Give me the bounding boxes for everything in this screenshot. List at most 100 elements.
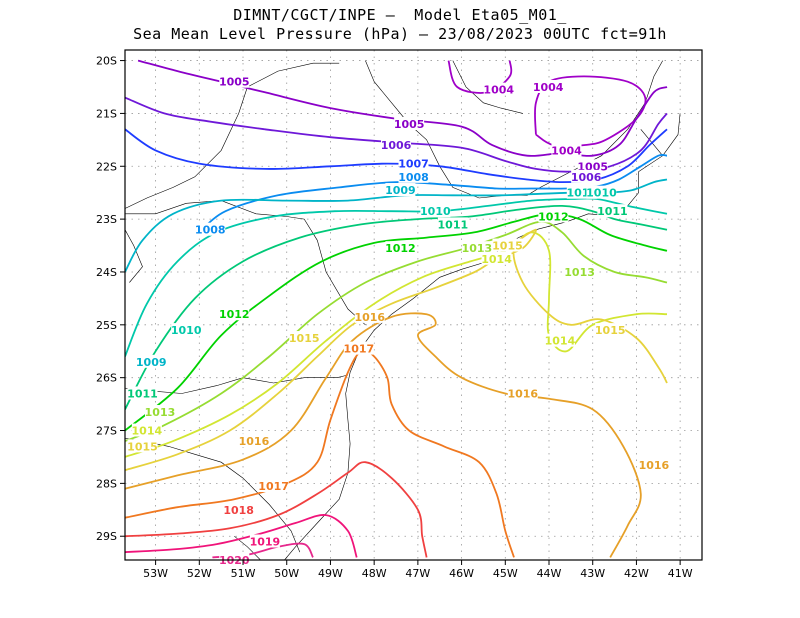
isobar-label: 1010 [586, 187, 617, 200]
isobar-label-bg [586, 185, 617, 199]
isobar-label: 1008 [398, 171, 429, 184]
isobar-label-bg [289, 331, 320, 345]
isobar-label-bg [343, 341, 374, 355]
isobar-label: 1014 [545, 335, 576, 348]
isobar-line [198, 154, 668, 234]
isobar-label-bg [127, 439, 158, 453]
isobar-label-bg [538, 209, 569, 223]
lon-tick-label: 45W [493, 567, 518, 580]
lon-tick-label: 49W [318, 567, 343, 580]
lon-tick-label: 46W [449, 567, 474, 580]
isobar-label: 1009 [385, 184, 416, 197]
isobar-label: 1013 [564, 266, 595, 279]
lon-tick-label: 47W [405, 567, 430, 580]
isobar-label-bg [461, 241, 492, 255]
isobar-label: 1010 [171, 324, 202, 337]
isobar-label: 1016 [239, 435, 270, 448]
isobar-label-bg [223, 502, 254, 516]
isobar-label-bg [533, 79, 564, 93]
lon-tick-label: 51W [231, 567, 256, 580]
isobar-label: 1013 [145, 406, 176, 419]
isobar-label: 1011 [438, 218, 469, 231]
isobar-label-bg [595, 323, 626, 337]
isobar-line [125, 96, 668, 173]
isobar-label-bg [249, 534, 280, 548]
isobar-label: 1011 [597, 205, 628, 218]
lat-tick-label: 27S [96, 425, 117, 438]
isobar-label-bg [354, 309, 385, 323]
isobar-label: 1008 [195, 224, 226, 237]
isobar-label: 1005 [219, 76, 250, 89]
lat-tick-label: 22S [96, 160, 117, 173]
isobar-label: 1006 [381, 139, 412, 152]
isobar-label: 1006 [571, 171, 602, 184]
border-line [640, 129, 663, 156]
isobar-line [125, 514, 358, 558]
isobar-label: 1017 [344, 343, 375, 356]
lon-tick-label: 48W [362, 567, 387, 580]
isobar-label: 1010 [420, 205, 451, 218]
lon-tick-label: 43W [580, 567, 605, 580]
isobar-label: 1016 [507, 388, 538, 401]
isobar-label-bg [195, 222, 226, 236]
chart-title-line1: DIMNT/CGCT/INPE – Model Eta05_M01_ [233, 6, 567, 24]
isobar-label: 1014 [481, 253, 512, 266]
isobar-label-bg [385, 241, 416, 255]
border-line [125, 200, 366, 326]
isobar-label-bg [394, 116, 425, 130]
border-line [125, 229, 143, 283]
isobar-label: 1015 [492, 240, 523, 253]
border-line [452, 60, 523, 114]
isobar-label: 1016 [639, 459, 670, 472]
isobar-label: 1019 [250, 536, 281, 549]
lon-tick-label: 52W [187, 567, 212, 580]
isobar-label: 1012 [385, 242, 416, 255]
isobar-label-bg [398, 169, 429, 183]
isobar-label-bg [219, 307, 250, 321]
isobar-label: 1015 [289, 332, 320, 345]
isobar-line [125, 312, 642, 558]
isobar-label-bg [577, 159, 608, 173]
isobar-label-bg [638, 457, 669, 471]
isobar-label-bg [492, 238, 523, 252]
isobar-label-bg [258, 479, 289, 493]
lon-tick-label: 50W [274, 567, 299, 580]
isobar-label-bg [483, 82, 514, 96]
isobar-label: 1018 [223, 504, 254, 517]
map-axes: 53W 52W 51W 50W 49W 48W 47W 46W 45W 44W 43W 42W 41W 2… [96, 55, 693, 580]
isobar-label-bg [144, 405, 175, 419]
isobar-line [125, 461, 428, 558]
border-line [284, 113, 681, 560]
isobar-label-bg [544, 333, 575, 347]
isobar-label-bg [437, 217, 468, 231]
isobar-label-bg [219, 74, 250, 88]
border-line [125, 62, 340, 209]
isobar-label: 1015 [595, 324, 626, 337]
isobar-label: 1007 [398, 158, 429, 171]
isobar-line [125, 178, 668, 273]
lat-tick-label: 21S [96, 107, 117, 120]
lat-tick-label: 29S [96, 530, 117, 543]
isobar-label-bg [127, 386, 158, 400]
isobar-label: 1011 [127, 388, 158, 401]
isobar-label: 1005 [394, 118, 425, 131]
lon-tick-label: 41W [668, 567, 693, 580]
isobar-label: 1004 [551, 144, 582, 157]
lat-tick-label: 25S [96, 319, 117, 332]
isobar-label-bg [507, 386, 538, 400]
map-frame [124, 49, 703, 561]
isobar-label: 1012 [219, 308, 250, 321]
isobar-label: 1016 [354, 311, 385, 324]
lon-tick-label: 42W [624, 567, 649, 580]
isobar-label: 1004 [533, 81, 564, 94]
isobar-label-bg [381, 138, 412, 152]
lat-tick-label: 24S [96, 266, 117, 279]
isobar-label-bg [136, 354, 167, 368]
isobar-label-bg [597, 204, 628, 218]
chart-title-line2: Sea Mean Level Pressure (hPa) – 23/08/20… [133, 25, 667, 43]
isobar-label: 1009 [136, 356, 167, 369]
lon-tick-label: 53W [143, 567, 168, 580]
lat-tick-label: 23S [96, 213, 117, 226]
isobar-label: 1014 [132, 425, 163, 438]
